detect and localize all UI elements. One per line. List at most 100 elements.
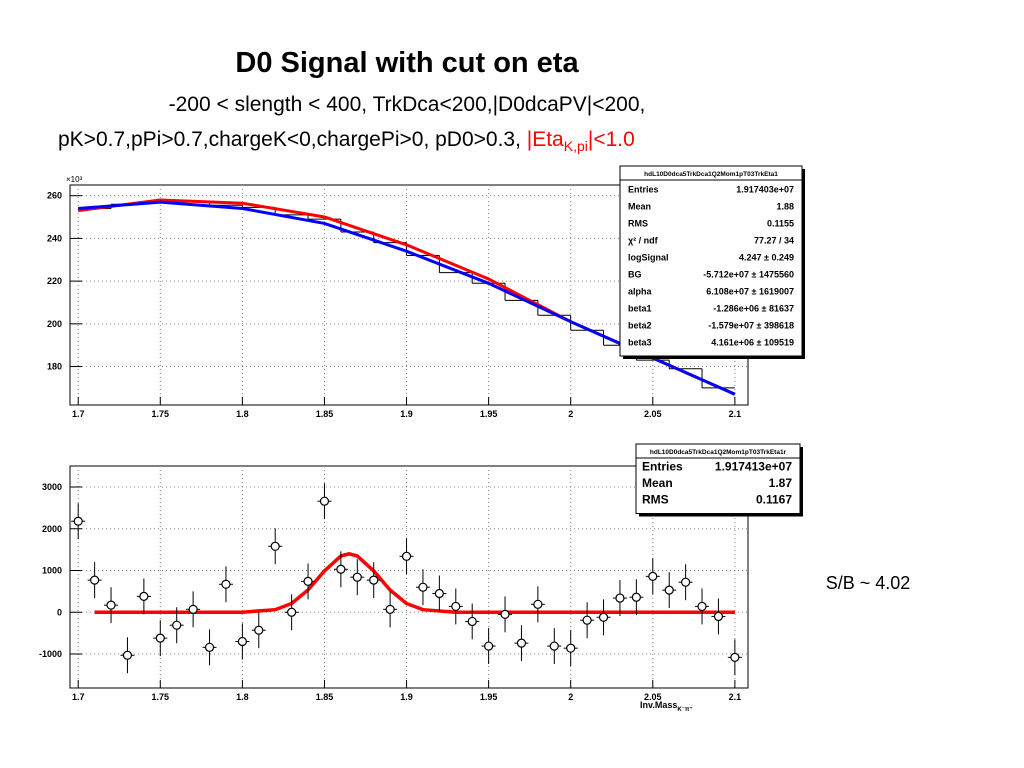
stats-value: 4.247 ± 0.249 [739, 253, 794, 263]
y-tick-label: 200 [47, 319, 62, 329]
data-point [221, 579, 231, 589]
data-point [664, 585, 674, 595]
data-point [631, 592, 641, 602]
x-tick-label: 1.9 [400, 409, 413, 419]
y-tick-label: 1000 [42, 566, 62, 576]
data-point [319, 496, 330, 506]
stats-value: 0.1155 [767, 219, 794, 229]
sb-note: S/B ~ 4.02 [826, 573, 911, 593]
x-tick-label: 1.95 [480, 409, 498, 419]
data-point [303, 576, 313, 586]
x-tick-label: 1.75 [152, 692, 170, 702]
y-tick-label: 2000 [42, 524, 62, 534]
data-point [681, 577, 691, 587]
data-point [155, 633, 165, 643]
stats-title: hdL10D0dca5TrkDca1Q2Mom1pT03TrkEta1 [644, 171, 778, 178]
stats-value: 6.108e+07 ± 1619007 [706, 287, 794, 297]
data-point [369, 575, 379, 585]
x-tick-label: 2.05 [644, 409, 662, 419]
x-tick-label: 1.8 [236, 692, 249, 702]
stats-label: RMS [628, 219, 648, 229]
subtitle-line1: -200 < slength < 400, TrkDca<200,|D0dcaP… [169, 93, 646, 116]
y-tick-label: 240 [47, 233, 62, 243]
data-point [287, 607, 297, 617]
stats-value: 1.88 [776, 202, 794, 212]
data-point [615, 593, 625, 603]
stats-value: 4.161e+06 ± 109519 [711, 338, 794, 348]
x-tick-label: 1.85 [316, 409, 334, 419]
data-point [385, 604, 395, 614]
data-point [730, 652, 740, 662]
stats-box [635, 443, 801, 514]
slide-title: D0 Signal with cut on eta [235, 47, 579, 79]
data-point [270, 541, 280, 551]
x-tick-label: 2 [568, 692, 573, 702]
data-point [484, 641, 494, 651]
stats-value: 1.87 [769, 476, 793, 490]
stats-label: beta3 [628, 338, 652, 348]
stats-value: -5.712e+07 ± 1475560 [703, 270, 794, 280]
stats-value: -1.286e+06 ± 81637 [713, 304, 794, 314]
y-multiplier: ×10³ [66, 175, 83, 184]
x-tick-label: 1.75 [152, 409, 170, 419]
x-tick-label: 1.9 [400, 692, 413, 702]
data-point [204, 642, 215, 652]
y-tick-label: 220 [47, 276, 62, 286]
stats-title: hdL10D0dca5TrkDca1Q2Mom1pT03TrkEta1r [650, 449, 787, 456]
x-axis-title-sub: K⁻π⁺ [677, 706, 692, 713]
data-point [598, 612, 609, 622]
data-point [401, 551, 412, 561]
stats-value: 1.917403e+07 [736, 185, 794, 195]
x-tick-label: 1.7 [72, 409, 85, 419]
stats-label: beta1 [628, 304, 652, 314]
data-point [106, 600, 116, 610]
data-point [237, 636, 247, 647]
y-tick-label: 180 [47, 362, 62, 372]
x-tick-label: 1.85 [316, 692, 334, 702]
stats-value: 77.27 / 34 [754, 236, 794, 246]
stats-label: beta2 [628, 321, 652, 331]
data-point [549, 641, 559, 651]
data-point [566, 643, 576, 653]
data-point [418, 582, 428, 592]
stats-value: 0.1167 [756, 492, 792, 506]
data-point [352, 572, 362, 582]
data-point [172, 620, 182, 630]
data-point [254, 625, 264, 635]
data-point [697, 601, 707, 612]
y-tick-label: 0 [57, 607, 62, 617]
stats-label: Mean [628, 202, 651, 212]
x-tick-label: 2.05 [644, 692, 662, 702]
stats-label: RMS [642, 492, 669, 506]
stats-label: logSignal [628, 253, 669, 263]
fit-curve [94, 551, 735, 615]
x-tick-label: 1.8 [236, 409, 249, 419]
subtitle-highlight-end: |<1.0 [588, 128, 635, 151]
x-tick-label: 1.95 [480, 692, 498, 702]
x-tick-label: 2.1 [729, 409, 742, 419]
subtitle-highlight-sub: K,pi [564, 138, 588, 154]
data-point [434, 588, 444, 599]
x-tick-label: 2.1 [729, 692, 742, 702]
stats-label: BG [628, 270, 642, 280]
stats-label: Entries [628, 185, 659, 195]
stats-label: alpha [628, 287, 653, 297]
x-axis-title-main: Inv.Mass [640, 700, 677, 710]
data-point [336, 564, 346, 574]
data-point [516, 638, 527, 648]
stats-label: Mean [642, 476, 673, 490]
data-point [139, 591, 149, 601]
data-point [188, 604, 198, 614]
stats-label: Entries [642, 459, 683, 473]
subtitle-highlight: |Eta [527, 128, 564, 151]
data-point [451, 601, 461, 612]
x-axis-title: Inv.MassK⁻π⁺ [640, 700, 693, 713]
y-tick-label: -1000 [39, 649, 62, 659]
data-point [500, 609, 510, 619]
x-tick-label: 1.7 [72, 692, 85, 702]
data-point [533, 599, 543, 609]
subtitle-text: pK>0.7,pPi>0.7,chargeK<0,chargePi>0, pD0… [58, 128, 527, 151]
y-tick-label: 3000 [42, 482, 62, 492]
